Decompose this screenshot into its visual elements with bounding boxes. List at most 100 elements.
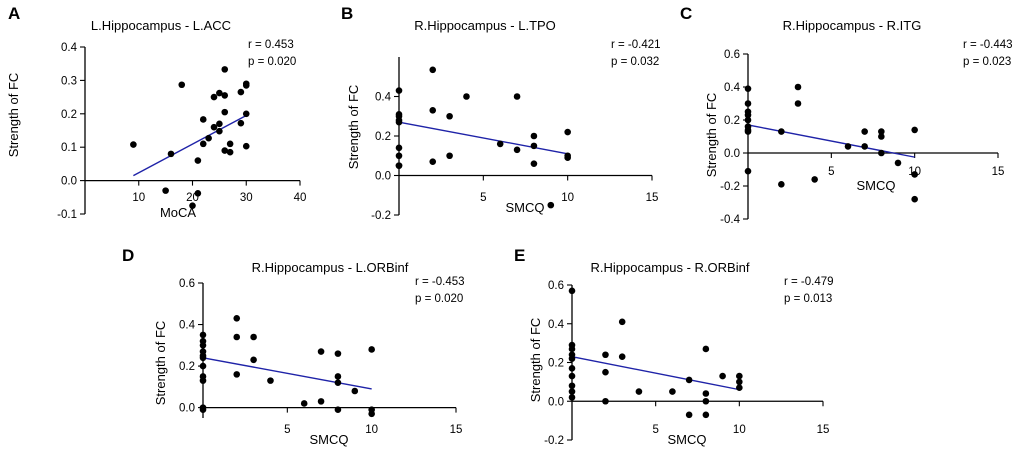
panel-b-data-point	[446, 112, 453, 120]
panel-c-data-point	[744, 100, 752, 107]
panel-b-data-point	[564, 154, 571, 162]
panel-b-data-point	[513, 93, 521, 100]
panel-c-y-tick-label: -0.2	[720, 181, 740, 193]
panel-c-x-label: SMCQ	[857, 178, 896, 193]
panel-e-data-point	[602, 351, 609, 359]
panel-e-y-tick-label: -0.2	[544, 435, 564, 447]
panel-c-data-point	[861, 128, 868, 135]
panel-c-y-tick-label: 0.6	[724, 49, 740, 61]
panel-d-data-point	[233, 371, 241, 378]
panel-letter-c: C	[680, 4, 692, 23]
panel-e-data-point	[568, 388, 576, 395]
panel-a-p-value: p = 0.020	[248, 56, 296, 68]
panel-c-y-tick-label: -0.4	[720, 214, 740, 226]
panel-d-x-tick-label: 10	[365, 424, 378, 436]
panel-a-y-tick-label: -0.1	[57, 209, 77, 221]
panel-e-x-label: SMCQ	[668, 432, 707, 447]
panel-e-data-point	[618, 318, 626, 326]
panel-b-y-tick-label: 0.2	[375, 131, 391, 143]
panel-a-data-point	[237, 88, 245, 96]
panel-e-data-point	[568, 394, 576, 401]
panel-b-data-point	[395, 162, 403, 169]
panel-a-title: L.Hippocampus - L.ACC	[91, 18, 231, 33]
panel-d-data-point	[334, 379, 342, 386]
panel-b-y-tick-label: -0.2	[371, 210, 391, 222]
panel-letter-a: A	[8, 4, 20, 23]
panel-b-data-point	[429, 66, 437, 74]
panel-d-data-point	[317, 348, 325, 355]
panel-b-data-point	[547, 201, 555, 209]
panel-b: B R.Hippocampus - L.TPO r = -0.421 p = 0…	[341, 4, 661, 222]
panel-a-x-label: MoCA	[160, 205, 196, 220]
panel-b-data-point	[463, 93, 470, 100]
panel-a-x-tick-label: 30	[240, 192, 253, 204]
panel-a-data-point	[242, 82, 250, 89]
panel-e-data-point	[568, 382, 576, 390]
panel-c-data-point	[744, 167, 752, 175]
panel-b-x-tick-label: 10	[561, 192, 574, 204]
panel-c-data-point	[794, 83, 802, 91]
panel-a-data-point	[242, 142, 250, 150]
panel-d: D R.Hippocampus - L.ORBinf r = -0.453 p …	[122, 246, 465, 447]
panel-e-y-tick-label: 0.0	[548, 396, 564, 408]
panel-a-data-point	[216, 120, 223, 128]
panel-a-data-point	[199, 140, 207, 148]
panel-a-y-tick-label: 0.0	[61, 176, 77, 188]
panel-b-data-point	[429, 158, 437, 165]
panel-c-data-point	[794, 100, 802, 107]
panel-a-r-value: r = 0.453	[248, 39, 294, 51]
panel-d-data-point	[368, 346, 375, 353]
panel-d-data-point	[233, 333, 241, 341]
panel-b-data-point	[513, 146, 521, 154]
panel-d-y-tick-label: 0.0	[179, 403, 195, 415]
panel-e-data-point	[736, 378, 743, 386]
panel-b-data-point	[395, 87, 403, 94]
panel-c-fit-line	[747, 124, 915, 158]
panel-b-x-tick-label: 5	[480, 192, 486, 204]
panel-a-data-point	[242, 110, 250, 118]
panel-e-fit-line	[571, 356, 740, 391]
panel-b-y-label: Strength of FC	[346, 85, 361, 170]
panel-d-data-point	[351, 387, 359, 395]
panel-d-data-point	[334, 350, 342, 357]
panel-c-data-point	[878, 133, 885, 140]
panel-b-p-value: p = 0.032	[611, 56, 659, 68]
panel-e-data-point	[685, 376, 693, 384]
panel-a-y-tick-label: 0.2	[61, 109, 77, 121]
panel-d-data-point	[199, 342, 207, 349]
panel-a-data-point	[167, 150, 175, 158]
panel-b-data-point	[530, 160, 538, 167]
panel-d-fit-line	[202, 357, 372, 390]
panel-d-data-point	[199, 331, 207, 339]
panel-d-r-value: r = -0.453	[415, 276, 465, 288]
panel-a-data-point	[216, 127, 223, 135]
panel-e-y-tick-label: 0.2	[548, 358, 564, 370]
panel-c-p-value: p = 0.023	[963, 56, 1011, 68]
panel-b-fit-line	[398, 121, 568, 155]
panel-b-y-tick-label: 0.4	[375, 92, 392, 104]
panel-c-data-point	[878, 128, 885, 135]
panel-e-data-point	[568, 365, 576, 372]
panel-e-y-label: Strength of FC	[528, 318, 543, 403]
panel-c-data-point	[911, 126, 918, 134]
panel-d-x-label: SMCQ	[310, 432, 349, 447]
panel-a-data-point	[194, 157, 202, 164]
panel-e-data-point	[719, 372, 726, 380]
panel-c-data-point	[744, 128, 752, 135]
panel-c-data-point	[778, 181, 785, 188]
panel-b-x-tick-label: 15	[646, 192, 659, 204]
panel-a-data-point	[194, 189, 202, 197]
panel-b-data-point	[429, 107, 437, 114]
panel-c-data-point	[878, 149, 885, 157]
panel-e-data-point	[669, 388, 676, 395]
panel-a-x-tick-label: 10	[132, 192, 145, 204]
panel-c-data-point	[911, 195, 918, 203]
panel-e-r-value: r = -0.479	[784, 276, 834, 288]
panel-b-x-label: SMCQ	[506, 200, 545, 215]
panel-e-y-tick-label: 0.4	[548, 319, 565, 331]
panel-e-data-point	[602, 368, 609, 376]
panel-c-data-point	[744, 116, 752, 124]
panel-d-y-tick-label: 0.2	[179, 361, 195, 373]
panel-a-data-point	[226, 140, 234, 148]
panel-a-data-point	[178, 81, 186, 89]
